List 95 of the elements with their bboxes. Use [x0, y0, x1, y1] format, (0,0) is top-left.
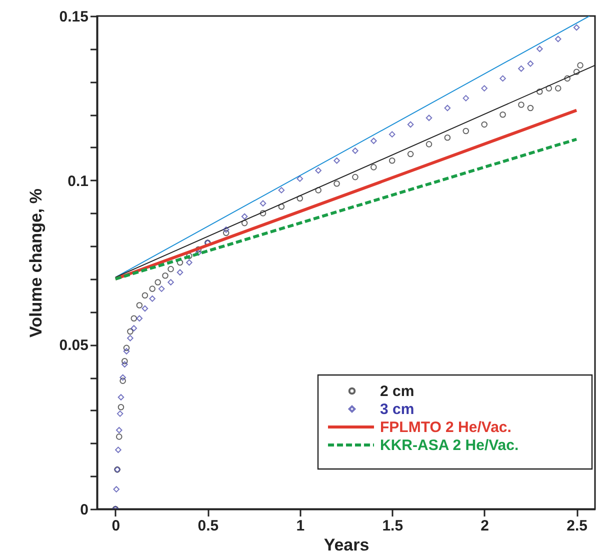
point	[500, 111, 506, 118]
point	[481, 85, 488, 92]
point	[573, 24, 580, 31]
point	[546, 85, 552, 92]
point	[149, 296, 156, 302]
x-tick-label: 2.5	[566, 518, 588, 534]
point	[278, 203, 285, 210]
point	[186, 259, 192, 266]
point	[130, 315, 138, 322]
point	[176, 259, 184, 266]
point	[122, 361, 128, 368]
point	[518, 65, 524, 72]
point	[260, 200, 266, 206]
point	[573, 68, 580, 76]
point	[296, 176, 304, 182]
x-tick-label: 0.5	[198, 518, 219, 534]
point	[500, 75, 506, 82]
point	[334, 180, 340, 187]
point	[577, 62, 584, 68]
point	[118, 404, 124, 410]
point	[158, 286, 165, 292]
point	[122, 358, 128, 364]
point	[168, 266, 174, 272]
point	[334, 157, 340, 164]
point	[407, 121, 414, 128]
point	[370, 164, 377, 170]
x-tick-label: 1	[296, 518, 305, 534]
point	[127, 328, 134, 335]
y-axis-title: Volume change, %	[26, 188, 46, 338]
point	[536, 88, 543, 95]
point	[120, 378, 126, 384]
point	[116, 410, 124, 417]
point	[176, 269, 184, 276]
point	[241, 213, 248, 220]
point	[142, 292, 148, 299]
point	[168, 279, 174, 286]
legend-label: KKR-ASA 2 He/Vac.	[380, 437, 519, 454]
point	[162, 272, 168, 279]
point	[407, 150, 414, 158]
y-tick-label: 0.15	[59, 8, 88, 26]
point	[444, 134, 451, 141]
point	[564, 75, 570, 82]
legend-label: 3 cm	[380, 401, 414, 418]
point	[481, 121, 488, 128]
point	[444, 104, 451, 112]
point	[536, 46, 543, 52]
point	[352, 148, 358, 154]
point	[115, 446, 122, 453]
point	[241, 220, 248, 226]
point	[370, 138, 377, 144]
point	[222, 226, 230, 233]
x-tick-label: 2	[480, 518, 490, 534]
point	[149, 286, 156, 292]
legend-label: FPLMTO 2 He/Vac.	[380, 419, 512, 436]
point	[462, 95, 470, 102]
point	[118, 394, 124, 400]
x-axis-title: Years	[324, 536, 370, 554]
point	[426, 114, 432, 122]
point	[388, 131, 396, 138]
point	[120, 374, 126, 381]
point	[518, 102, 524, 108]
point	[527, 60, 534, 67]
point	[426, 141, 432, 148]
point	[278, 187, 285, 194]
point	[462, 128, 470, 134]
point	[527, 104, 534, 112]
point	[315, 167, 322, 174]
point	[154, 279, 162, 286]
point	[554, 85, 562, 92]
point	[195, 246, 202, 252]
point	[388, 157, 396, 164]
point	[315, 187, 322, 194]
point	[116, 426, 122, 434]
point	[123, 348, 130, 354]
point	[186, 252, 192, 260]
point	[123, 344, 130, 352]
point	[296, 195, 304, 202]
x-tick-label: 1.5	[382, 518, 404, 534]
point	[352, 174, 358, 180]
y-tick-label: 0	[80, 502, 88, 518]
x-tick-label: 0	[112, 518, 120, 534]
point	[136, 302, 143, 308]
point	[222, 230, 230, 236]
y-tick-label: 0.05	[59, 337, 88, 354]
point	[260, 210, 266, 216]
y-tick-label: 0.1	[68, 172, 88, 190]
point	[127, 334, 134, 342]
point	[195, 249, 202, 256]
point	[130, 325, 138, 332]
point	[136, 315, 143, 322]
point	[142, 305, 148, 312]
point	[554, 36, 562, 42]
point	[116, 434, 122, 440]
legend-label: 2 cm	[380, 383, 414, 400]
point	[113, 486, 120, 492]
